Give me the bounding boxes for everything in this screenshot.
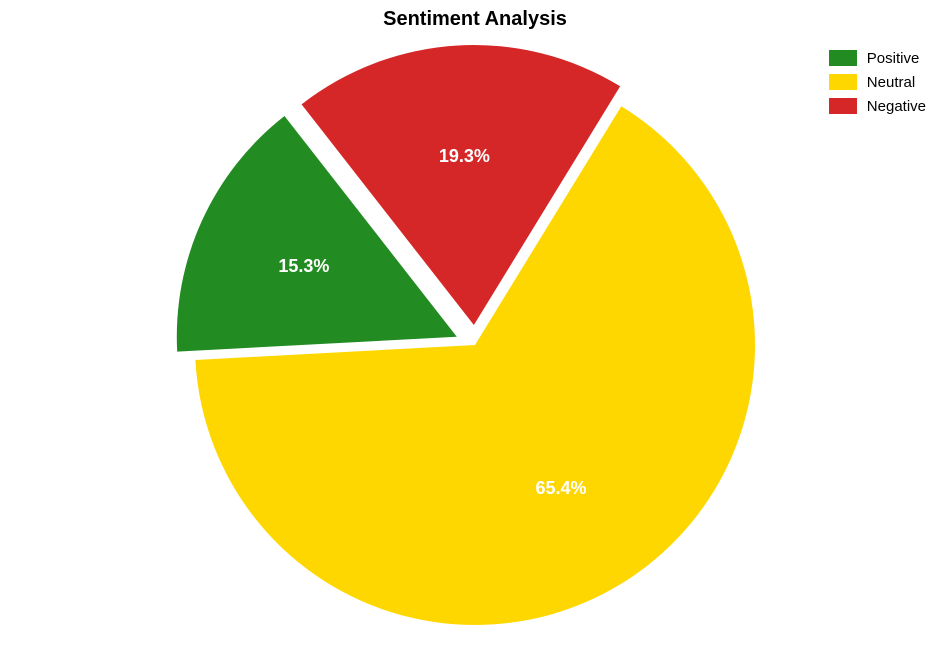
slice-label-negative: 19.3% [439,146,490,166]
legend-item-positive: Positive [829,46,926,70]
legend-swatch-neutral [829,74,857,90]
legend-label: Positive [867,50,920,67]
legend-label: Negative [867,98,926,115]
legend-swatch-negative [829,98,857,114]
slice-label-neutral: 65.4% [535,478,586,498]
legend: Positive Neutral Negative [829,46,926,118]
legend-item-negative: Negative [829,94,926,118]
legend-item-neutral: Neutral [829,70,926,94]
legend-label: Neutral [867,74,915,91]
legend-swatch-positive [829,50,857,66]
pie-chart: 65.4% 15.3% 19.3% [0,0,950,662]
slice-label-positive: 15.3% [278,256,329,276]
